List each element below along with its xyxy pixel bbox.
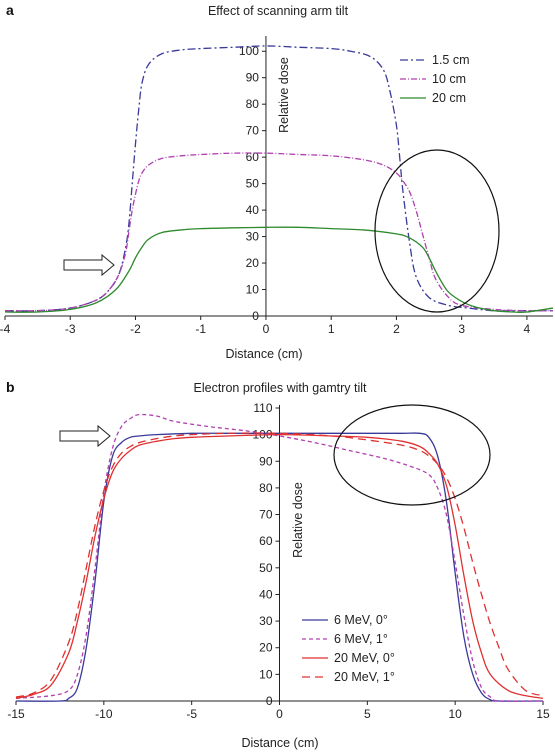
panel-a-ylabel: Relative dose (277, 57, 291, 133)
panel-a-x-tick-label: 1 (328, 322, 335, 336)
panel-b-x-tick-label: -15 (7, 707, 25, 721)
panel-a-legend-label: 20 cm (432, 91, 466, 105)
panel-b-y-tick-label: 110 (253, 401, 272, 415)
panel-b-legend-label: 20 MeV, 1° (334, 670, 395, 684)
panel-b-y-tick-label: 50 (259, 561, 273, 575)
panel-b-y-tick-label: 90 (259, 454, 273, 468)
panel-b-series-line (15, 432, 544, 702)
panel-a-x-tick-label: 3 (458, 322, 465, 336)
panel-b-legend-label: 20 MeV, 0° (334, 651, 395, 665)
panel-a-x-tick-label: 2 (393, 322, 400, 336)
panel-b-ylabel: Relative dose (291, 482, 305, 558)
panel-b-xlabel: Distance (cm) (241, 736, 318, 750)
panel-a-y-tick-label: 100 (239, 44, 259, 58)
panel-b-x-tick-label: 0 (276, 707, 283, 721)
panel-b-series-line (15, 433, 544, 699)
panel-b-y-tick-label: 30 (259, 614, 273, 628)
panel-b-y-tick-label: 40 (259, 587, 273, 601)
panel-a-y-tick-label: 80 (246, 97, 260, 111)
panel-b-y-tick-label: 20 (259, 641, 273, 655)
panel-b-x-tick-label: -5 (186, 707, 197, 721)
panel-a-y-tick-label: 70 (246, 124, 260, 138)
panel-a-series-line (4, 152, 554, 312)
panel-b-y-tick-label: 10 (259, 667, 273, 681)
panel-a-legend-label: 1.5 cm (432, 53, 470, 67)
panel-a-x-tick-label: -3 (65, 322, 76, 336)
panel-a-legend-label: 10 cm (432, 72, 466, 86)
panel-a-label: a (6, 2, 14, 18)
panel-a-series-line (4, 45, 553, 312)
panel-a-x-tick-label: -2 (130, 322, 141, 336)
panel-b-y-tick-label: 60 (259, 534, 273, 548)
panel-a-series-line (4, 226, 554, 314)
panel-b-y-tick-label: 80 (259, 481, 273, 495)
panel-a-x-tick-label: -1 (195, 322, 206, 336)
panel-b-y-tick-label: 70 (259, 508, 273, 522)
panel-a-x-tick-label: -4 (0, 322, 11, 336)
panel-b-legend-label: 6 MeV, 1° (334, 632, 388, 646)
panel-a-x-tick-label: 4 (524, 322, 531, 336)
panel-b-y-tick-label: 0 (266, 694, 273, 708)
panel-a-x-tick-label: 0 (263, 322, 270, 336)
panel-b-arrow-annotation (59, 424, 111, 448)
panel-a-y-tick-label: 30 (246, 230, 260, 244)
panel-b-series-line (15, 432, 544, 698)
panel-b-legend-label: 6 MeV, 0° (334, 613, 388, 627)
panel-a-y-tick-label: 20 (246, 256, 260, 270)
panel-a-y-tick-label: 40 (246, 203, 260, 217)
panel-a-y-tick-label: 0 (252, 309, 259, 323)
panel-b-series-line (15, 413, 544, 702)
panel-b-ellipse-annotation (333, 404, 491, 506)
panel-a-arrow-annotation (63, 253, 115, 277)
panel-b-x-tick-label: 15 (536, 707, 550, 721)
panel-a-ellipse-annotation (374, 149, 500, 313)
panel-b-x-tick-label: 5 (364, 707, 371, 721)
panel-a-xlabel: Distance (cm) (225, 347, 302, 361)
panel-a-y-tick-label: 10 (246, 283, 260, 297)
panel-b-plot: -15 -10 -5 0 5 10 1501020304050607080901001106… (7, 401, 550, 721)
panel-a-y-tick-label: 60 (246, 150, 260, 164)
panel-a-y-tick-label: 50 (246, 177, 260, 191)
panel-a-y-tick-label: 90 (246, 71, 260, 85)
panel-b-x-tick-label: -10 (95, 707, 113, 721)
panel-a-title: Effect of scanning arm tilt (208, 4, 349, 18)
panel-b-x-tick-label: 10 (448, 707, 462, 721)
panel-b-label: b (6, 379, 15, 395)
panel-b-title: Electron profiles with gamtry tilt (194, 381, 368, 395)
